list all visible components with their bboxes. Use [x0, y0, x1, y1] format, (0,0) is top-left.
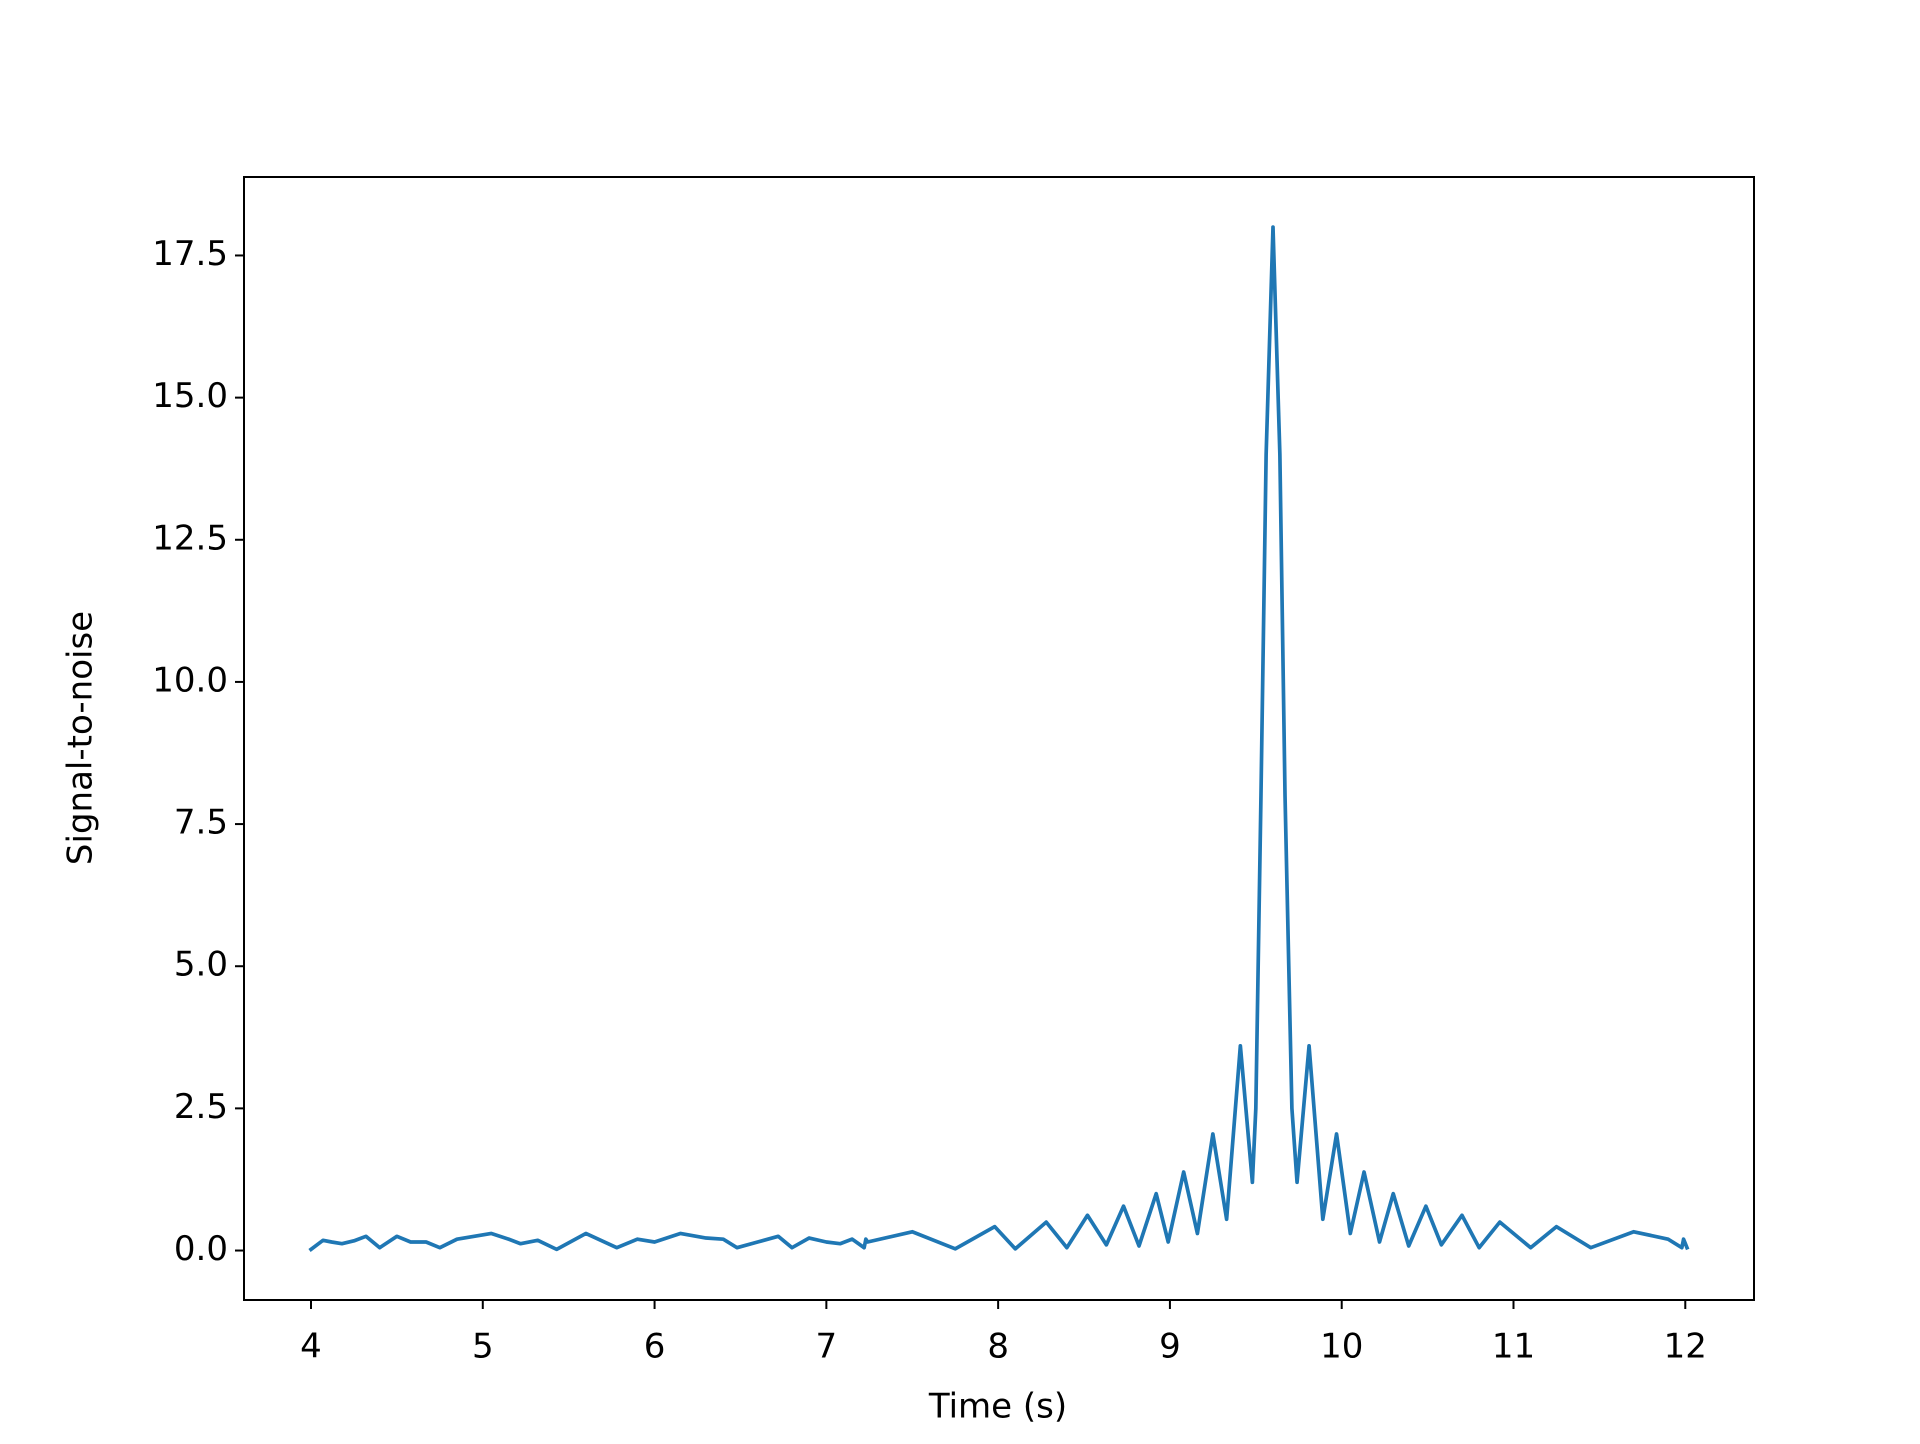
- plot-frame: [243, 176, 1755, 1301]
- x-tick-label: 8: [987, 1327, 1009, 1367]
- x-tick-label: 4: [300, 1327, 322, 1367]
- y-tick-label: 7.5: [174, 803, 228, 843]
- x-tick-label: 12: [1664, 1327, 1707, 1367]
- y-tick-label: 2.5: [174, 1087, 228, 1127]
- y-tick-label: 17.5: [152, 234, 228, 274]
- x-tick-label: 10: [1320, 1327, 1363, 1367]
- y-tick-label: 12.5: [152, 518, 228, 558]
- y-tick-label: 5.0: [174, 945, 228, 985]
- y-tick-label: 0.0: [174, 1229, 228, 1269]
- y-axis-label: Signal-to-noise: [61, 611, 101, 865]
- x-tick-label: 7: [816, 1327, 838, 1367]
- y-tick-label: 10.0: [152, 660, 228, 700]
- x-tick-label: 6: [644, 1327, 666, 1367]
- y-tick-label: 15.0: [152, 376, 228, 416]
- x-tick-label: 5: [472, 1327, 494, 1367]
- x-axis-label: Time (s): [928, 1387, 1067, 1427]
- data-line: [308, 225, 1690, 1252]
- x-tick-label: 11: [1492, 1327, 1535, 1367]
- x-tick-label: 9: [1159, 1327, 1181, 1367]
